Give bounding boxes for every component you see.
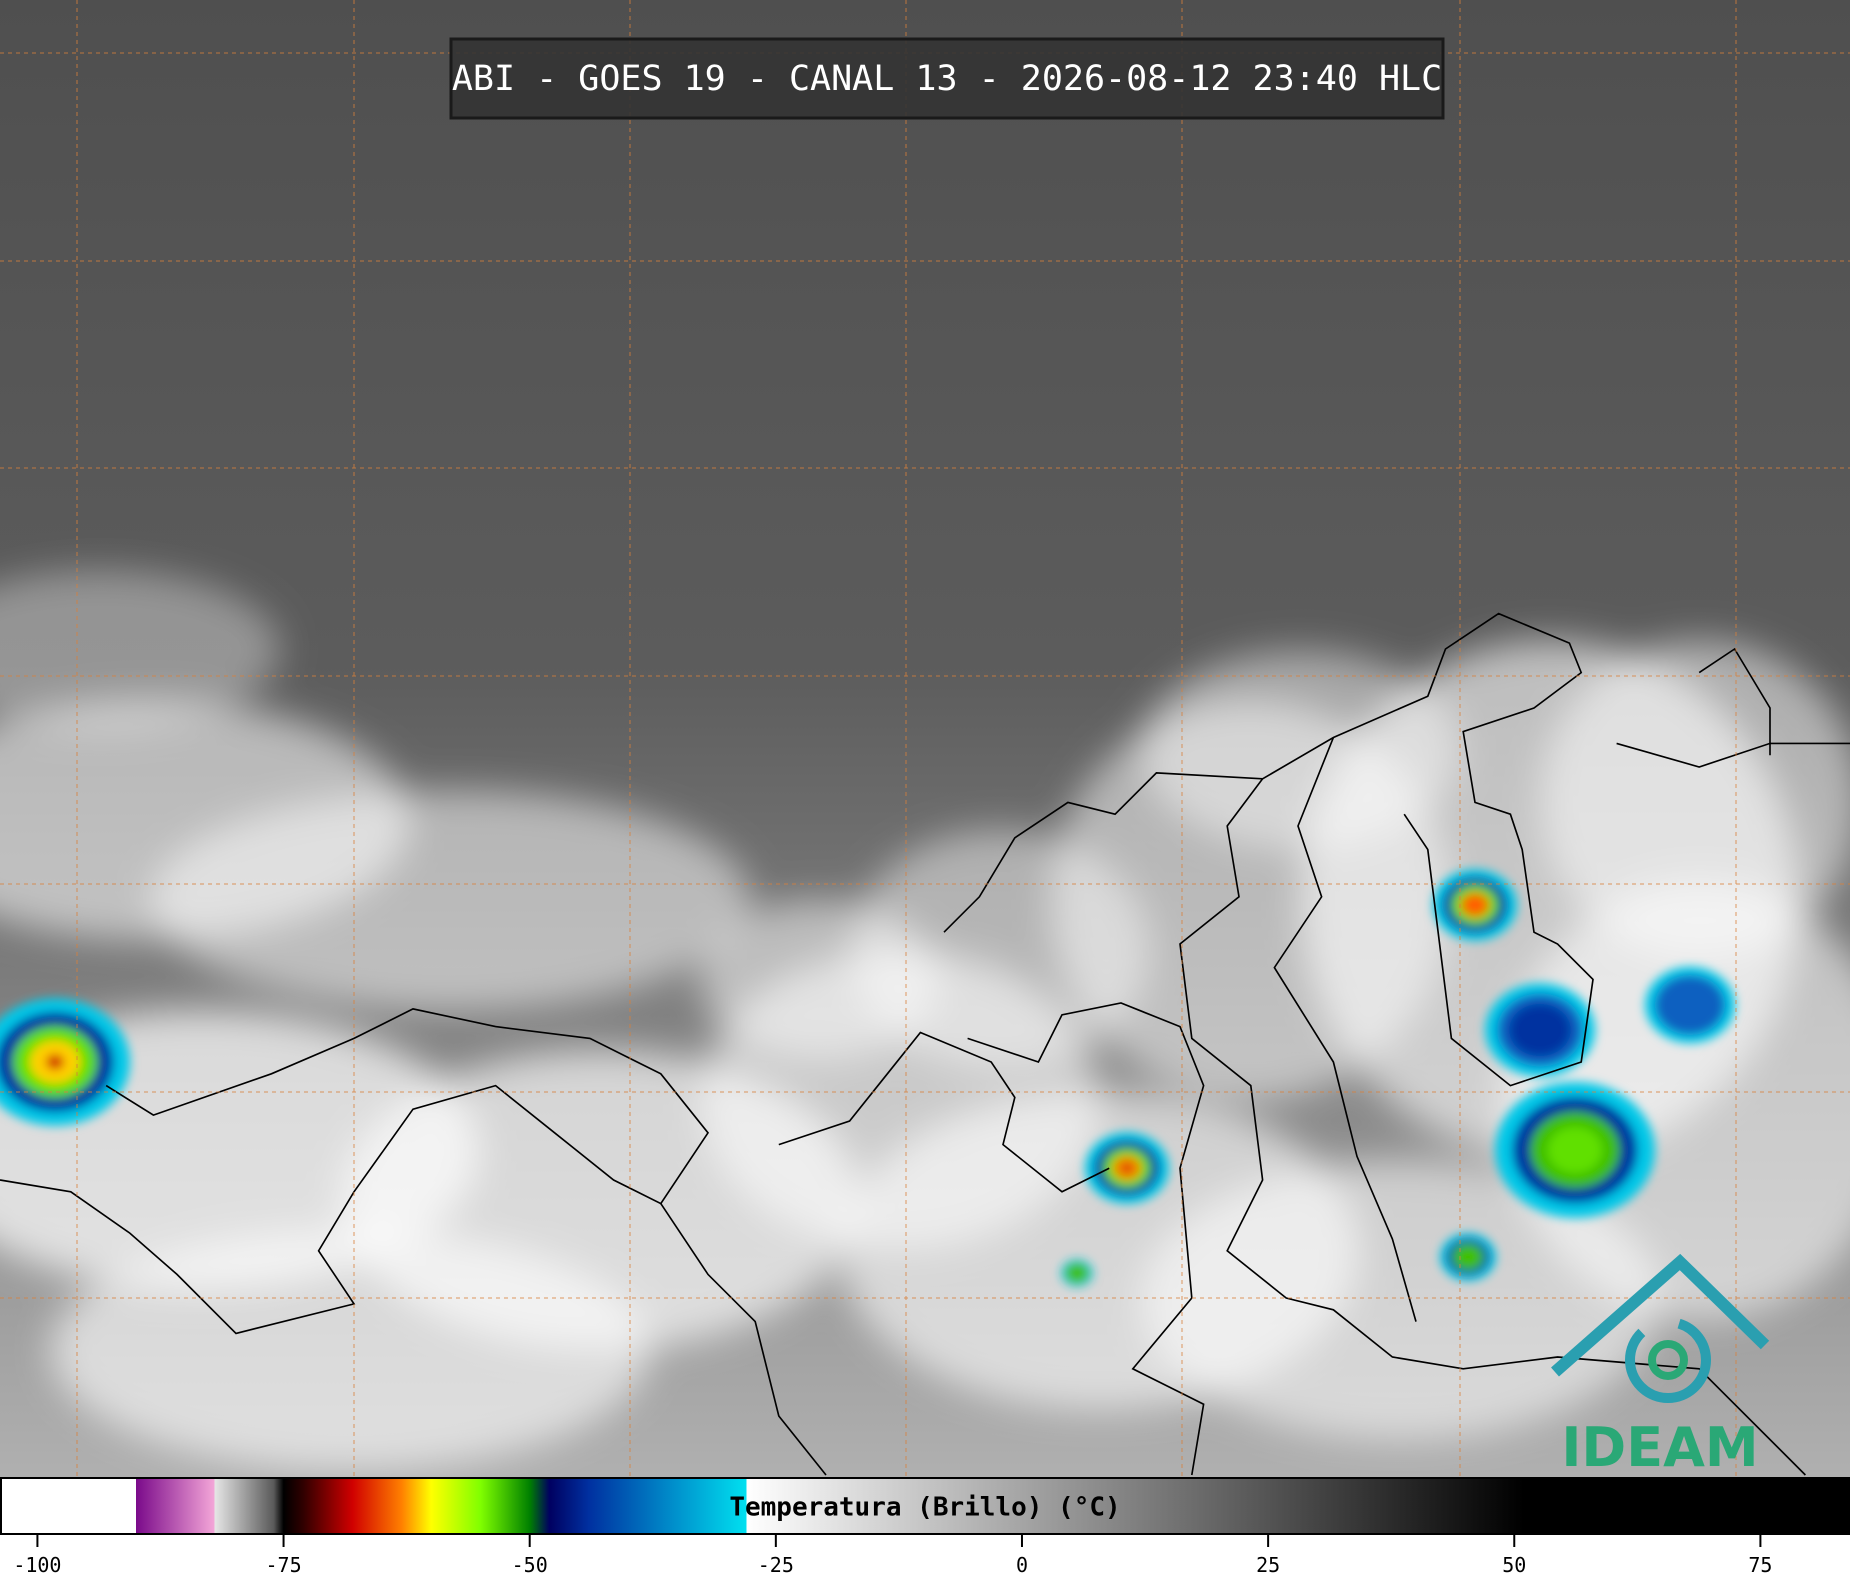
title: ABI - GOES 19 - CANAL 13 - 2026-08-12 23… [452,59,1442,99]
convective-cores [0,869,1735,1287]
colorbar [0,1477,1850,1535]
tick-label: -25 [758,1553,794,1577]
tick-label: 75 [1748,1553,1772,1577]
cloud [50,1230,650,1470]
cloud-core [46,1054,64,1070]
clouds [0,570,1850,1470]
cloud [1140,1160,1660,1440]
logo: IDEAM [1551,1253,1770,1479]
boundary [660,1031,1110,1476]
tick-label: 0 [1016,1553,1028,1577]
cloud [1140,650,1460,850]
boundary [943,612,1594,1087]
cloud [0,570,280,730]
tick-label: 50 [1502,1553,1526,1577]
cloud [1540,640,1850,960]
cloud-core [1509,1003,1571,1057]
cloud-core [1460,892,1490,918]
cloud-core [1654,975,1726,1035]
tick-label: -50 [512,1553,548,1577]
cloud [700,900,940,1060]
cloud-core [1452,1243,1484,1271]
cloud-core [1547,1126,1603,1174]
logo-roof [1551,1253,1770,1377]
boundary [1616,647,1850,768]
tick-label: -75 [265,1553,301,1577]
cloud [150,790,750,1010]
cloud-core [1064,1262,1090,1284]
boundary [0,1008,710,1335]
boundary [967,1002,1205,1476]
tick-label: -100 [13,1553,61,1577]
cloud-core [1121,1163,1133,1173]
logo-eye [1648,1340,1688,1380]
boundary [1179,778,1806,1476]
tick-label: 25 [1256,1553,1280,1577]
logo-swirl [1625,1317,1711,1403]
logo-text: IDEAM [1561,1416,1758,1479]
coastlines [0,612,1850,1476]
title-box [449,37,1445,120]
colorbar-ticks: -100 -75 -50 -25 0 25 50 75 [13,1535,1772,1577]
graticule [0,0,1850,1477]
boundary [1273,737,1417,1322]
colorbar-label: Temperatura (Brillo) (°C) [729,1493,1120,1523]
